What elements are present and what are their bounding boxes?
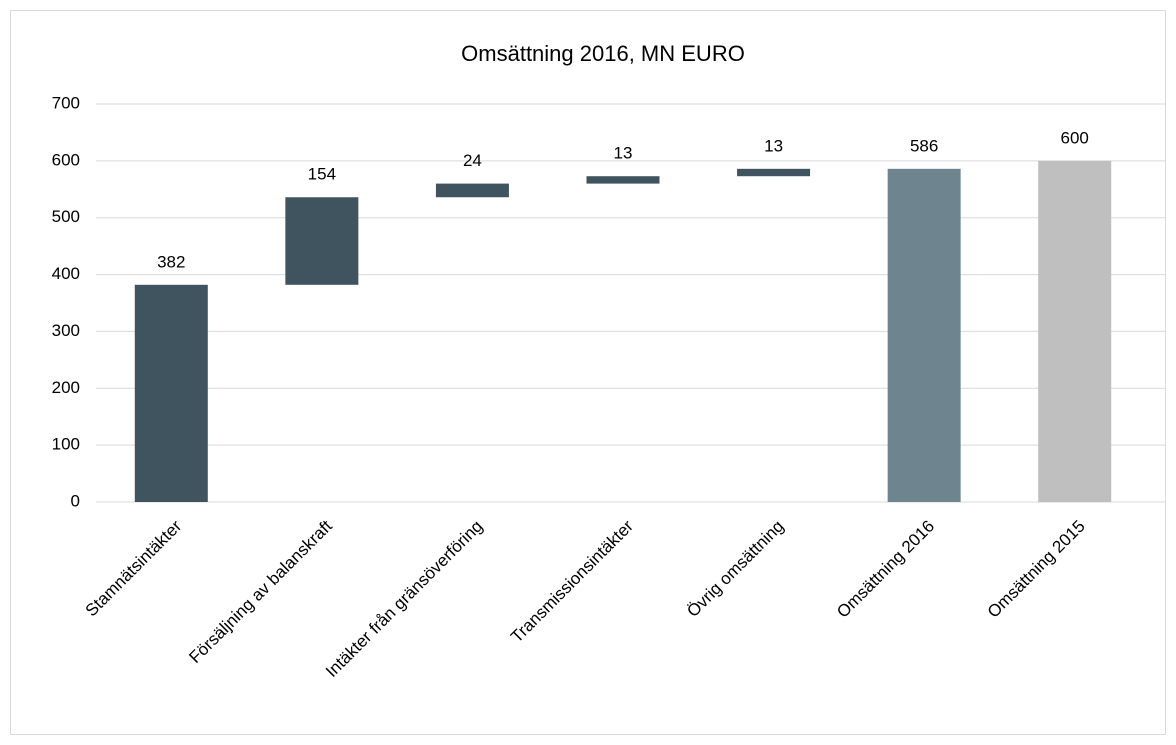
y-tick-label: 0 [71,491,80,510]
value-label: 13 [764,136,783,155]
chart-title: Omsättning 2016, MN EURO [461,41,745,66]
value-label: 13 [614,144,633,163]
y-tick-label: 400 [52,264,80,283]
value-label: 154 [308,165,336,184]
value-label: 586 [910,136,938,155]
bar [887,168,961,502]
bar [435,183,509,198]
y-tick-label: 300 [52,321,80,340]
bar [285,197,359,285]
y-tick-label: 200 [52,378,80,397]
bar [586,176,660,184]
value-label: 24 [463,151,482,170]
y-tick-label: 700 [52,93,80,112]
value-label: 600 [1061,128,1089,147]
bar [134,284,208,502]
value-label: 382 [157,252,185,271]
y-tick-label: 600 [52,150,80,169]
bar [1038,160,1112,502]
y-tick-label: 500 [52,207,80,226]
bar [737,168,811,177]
y-tick-label: 100 [52,435,80,454]
